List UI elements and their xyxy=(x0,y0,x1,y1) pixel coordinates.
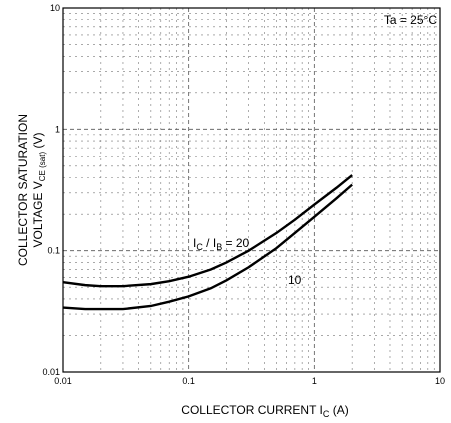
series-group xyxy=(62,174,353,311)
ratio-sub-b: B xyxy=(216,242,222,252)
x-axis-title-main: COLLECTOR CURRENT I xyxy=(181,403,323,417)
condition-label: Ta = 25°C xyxy=(384,13,437,27)
x-tick-label: 10 xyxy=(435,376,445,386)
y-axis-title-subscript: CE (sat) xyxy=(38,152,47,182)
tick-labels: 0.01 0.1 1 10 0.01 0.1 1 10 xyxy=(42,3,445,386)
x-tick-label: 0.1 xyxy=(182,376,195,386)
grid xyxy=(63,8,440,372)
ratio-sub-c: C xyxy=(196,242,203,252)
series-label-20: IC / IB = 20 xyxy=(193,236,250,252)
x-axis-title: COLLECTOR CURRENT IC (A) xyxy=(181,403,348,419)
plot-frame xyxy=(62,7,441,373)
y-axis-title-line1: COLLECTOR SATURATION xyxy=(16,114,30,266)
ratio-i1: I xyxy=(193,236,196,250)
series-line-20 xyxy=(62,174,353,288)
y-axis-title-line2: VOLTAGE VCE (sat) (V) xyxy=(31,133,47,248)
series-label-10: 10 xyxy=(288,273,302,287)
x-axis-title-subscript: C xyxy=(323,409,330,419)
y-tick-label: 0.1 xyxy=(47,246,60,256)
x-axis-title-unit: (A) xyxy=(329,403,348,417)
series-line-10 xyxy=(62,183,353,311)
x-tick-label: 1 xyxy=(312,376,317,386)
ratio-end: = 20 xyxy=(222,236,249,250)
y-axis-title-main: VOLTAGE V xyxy=(31,181,45,247)
y-tick-label: 1 xyxy=(55,124,60,134)
y-tick-label: 10 xyxy=(50,3,60,13)
y-tick-label: 0.01 xyxy=(42,367,60,377)
ratio-mid: / I xyxy=(203,236,216,250)
x-tick-label: 0.01 xyxy=(54,376,72,386)
y-axis-title-unit: (V) xyxy=(31,133,45,152)
